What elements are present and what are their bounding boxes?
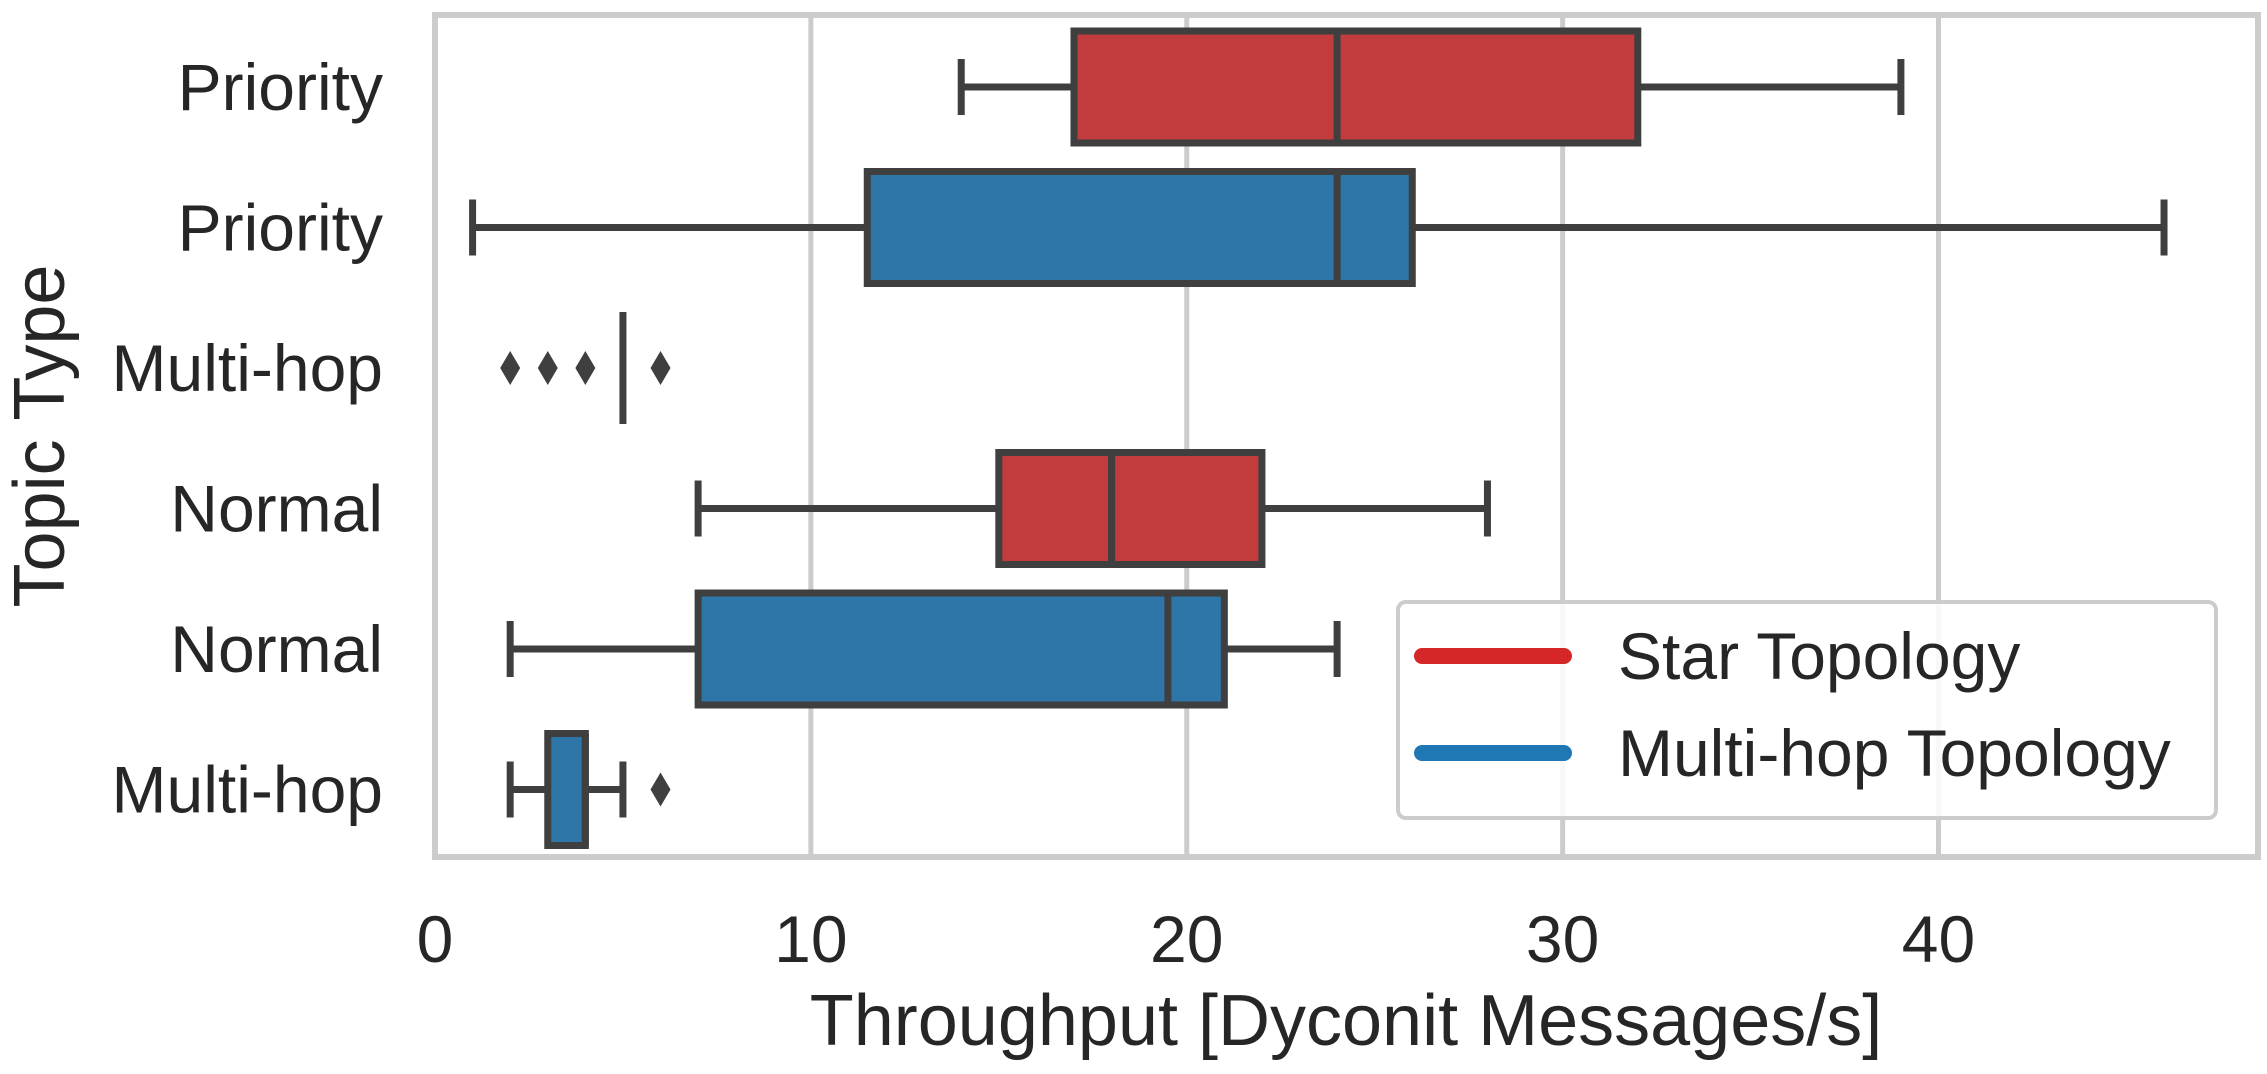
x-tick-label: 0 — [417, 902, 454, 976]
x-tick-label: 30 — [1526, 902, 1599, 976]
y-tick-label: Priority — [178, 50, 383, 124]
box-group — [506, 589, 1341, 709]
box-layer — [469, 27, 2168, 849]
y-tick-label: Multi-hop — [112, 753, 383, 827]
y-axis-label: Topic Type — [0, 265, 80, 608]
legend-entries: Star Topology Multi-hop Topology — [1414, 619, 2171, 790]
outlier-marker — [575, 351, 596, 385]
box-group — [469, 168, 2168, 287]
y-tick-label: Priority — [178, 191, 383, 265]
outlier-marker — [500, 351, 521, 385]
box-iqr — [863, 168, 1416, 287]
legend-label: Star Topology — [1618, 619, 2020, 693]
x-tick-labels: 0 10 20 30 40 — [417, 902, 1976, 976]
box-group — [694, 449, 1491, 568]
outlier-marker — [650, 772, 671, 807]
y-tick-label: Multi-hop — [112, 331, 383, 405]
box-iqr — [694, 589, 1228, 709]
box-iqr — [995, 449, 1266, 568]
legend: Star Topology Multi-hop Topology — [1396, 600, 2218, 820]
outlier-marker — [650, 351, 671, 385]
y-tick-label: Normal — [170, 612, 383, 686]
box-group — [506, 730, 671, 849]
box-group — [957, 27, 1905, 147]
x-axis-label: Throughput [Dyconit Messages/s] — [810, 981, 1883, 1061]
legend-frame — [1396, 600, 2218, 820]
y-tick-label: Normal — [170, 472, 383, 546]
y-tick-labels: Priority Priority Multi-hop Normal Normal Mul… — [112, 50, 383, 827]
box-iqr — [1070, 27, 1642, 147]
x-tick-label: 20 — [1150, 902, 1223, 976]
box-iqr — [544, 730, 589, 849]
box-group — [500, 312, 671, 424]
legend-label: Multi-hop Topology — [1618, 716, 2171, 790]
outlier-marker — [537, 351, 558, 385]
x-tick-label: 40 — [1902, 902, 1975, 976]
x-tick-label: 10 — [774, 902, 847, 976]
plot-frame — [432, 12, 2261, 860]
